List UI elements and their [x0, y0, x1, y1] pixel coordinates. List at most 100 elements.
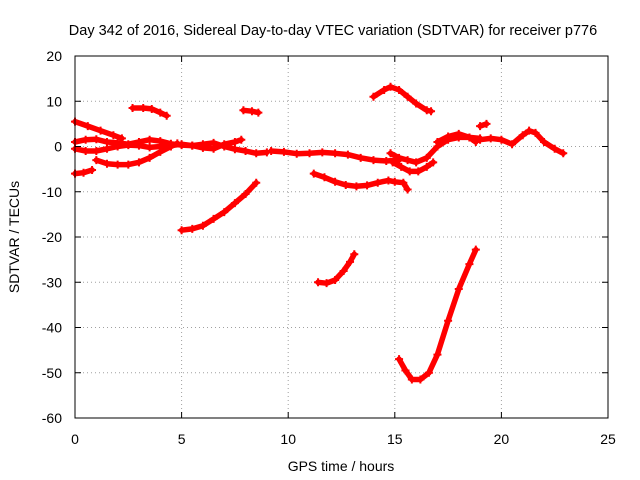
data-point	[416, 375, 425, 384]
data-point	[188, 141, 197, 150]
data-point	[403, 156, 412, 165]
data-point	[540, 137, 549, 146]
data-point	[88, 166, 97, 175]
data-point	[92, 135, 101, 144]
data-point	[386, 149, 395, 158]
data-point	[220, 140, 229, 149]
data-point	[292, 149, 301, 158]
data-point	[401, 366, 410, 375]
data-point	[352, 182, 361, 191]
data-point	[382, 156, 391, 165]
data-point	[424, 368, 433, 377]
axis-ticks	[74, 55, 609, 419]
data-point	[497, 135, 506, 144]
series-layer	[71, 82, 568, 384]
data-point	[399, 178, 408, 187]
data-point	[92, 156, 101, 165]
x-tick-label: 20	[494, 431, 510, 447]
data-point	[429, 158, 438, 167]
data-point	[403, 185, 412, 194]
data-point	[156, 147, 165, 156]
data-point	[96, 126, 105, 135]
data-point	[209, 144, 218, 153]
data-point	[331, 149, 340, 158]
data-point	[81, 147, 90, 156]
grid-lines	[75, 56, 608, 418]
data-point	[239, 106, 248, 115]
data-point	[559, 149, 568, 158]
data-point	[162, 111, 171, 120]
data-point	[454, 129, 463, 138]
data-point	[320, 173, 329, 182]
data-point	[525, 126, 534, 135]
data-point	[414, 167, 423, 176]
data-point	[427, 107, 436, 116]
data-point	[388, 158, 397, 167]
data-point	[350, 250, 359, 259]
series-line	[477, 127, 566, 157]
data-point	[454, 285, 463, 294]
series-arc-18	[476, 126, 568, 158]
y-tick-labels: 20 10 0 -10 -20 -30 -40 -50 -60	[42, 48, 62, 426]
data-point	[339, 266, 348, 275]
data-point	[220, 208, 229, 217]
data-point	[390, 177, 399, 186]
data-point	[471, 137, 480, 146]
data-point	[343, 150, 352, 159]
y-tick-label: -10	[42, 184, 62, 200]
data-point	[363, 181, 372, 190]
data-point	[331, 275, 340, 284]
data-point	[113, 160, 122, 169]
data-point	[230, 145, 239, 154]
x-axis-label: GPS time / hours	[288, 458, 395, 474]
series-arc-5	[92, 139, 182, 169]
data-point	[444, 132, 453, 141]
data-point	[173, 139, 182, 148]
data-point	[209, 214, 218, 223]
data-point	[422, 153, 431, 162]
data-point	[331, 177, 340, 186]
data-point	[230, 137, 239, 146]
data-point	[198, 143, 207, 152]
data-point	[422, 162, 431, 171]
series-arc-10	[309, 169, 412, 194]
data-point	[476, 135, 485, 144]
series-arc-16	[433, 129, 480, 146]
series-arc-17	[476, 119, 491, 131]
data-point	[550, 144, 559, 153]
data-point	[314, 278, 323, 287]
data-point	[518, 131, 527, 140]
data-point	[482, 119, 491, 128]
data-point	[305, 149, 314, 158]
x-tick-label: 0	[71, 431, 79, 447]
data-point	[241, 190, 250, 199]
data-point	[403, 92, 412, 101]
data-point	[341, 180, 350, 189]
data-point	[309, 169, 318, 178]
y-tick-label: 10	[46, 93, 62, 109]
data-point	[346, 257, 355, 266]
data-point	[177, 226, 186, 235]
data-point	[124, 160, 133, 169]
data-point	[412, 158, 421, 167]
data-point	[166, 142, 175, 151]
data-point	[444, 316, 453, 325]
data-point	[322, 279, 331, 288]
data-point	[230, 199, 239, 208]
data-point	[237, 135, 246, 144]
data-point	[145, 143, 154, 152]
y-tick-label: -40	[42, 320, 62, 336]
data-point	[156, 108, 165, 117]
data-point	[145, 135, 154, 144]
data-point	[79, 168, 88, 177]
y-axis-label: SDTVAR / TECUs	[6, 181, 22, 293]
data-point	[433, 350, 442, 359]
y-tick-label: -60	[42, 410, 62, 426]
data-point	[476, 122, 485, 131]
y-tick-label: 0	[54, 139, 62, 155]
data-point	[102, 159, 111, 168]
data-point	[102, 137, 111, 146]
series-arc-11	[314, 250, 359, 288]
data-point	[407, 375, 416, 384]
